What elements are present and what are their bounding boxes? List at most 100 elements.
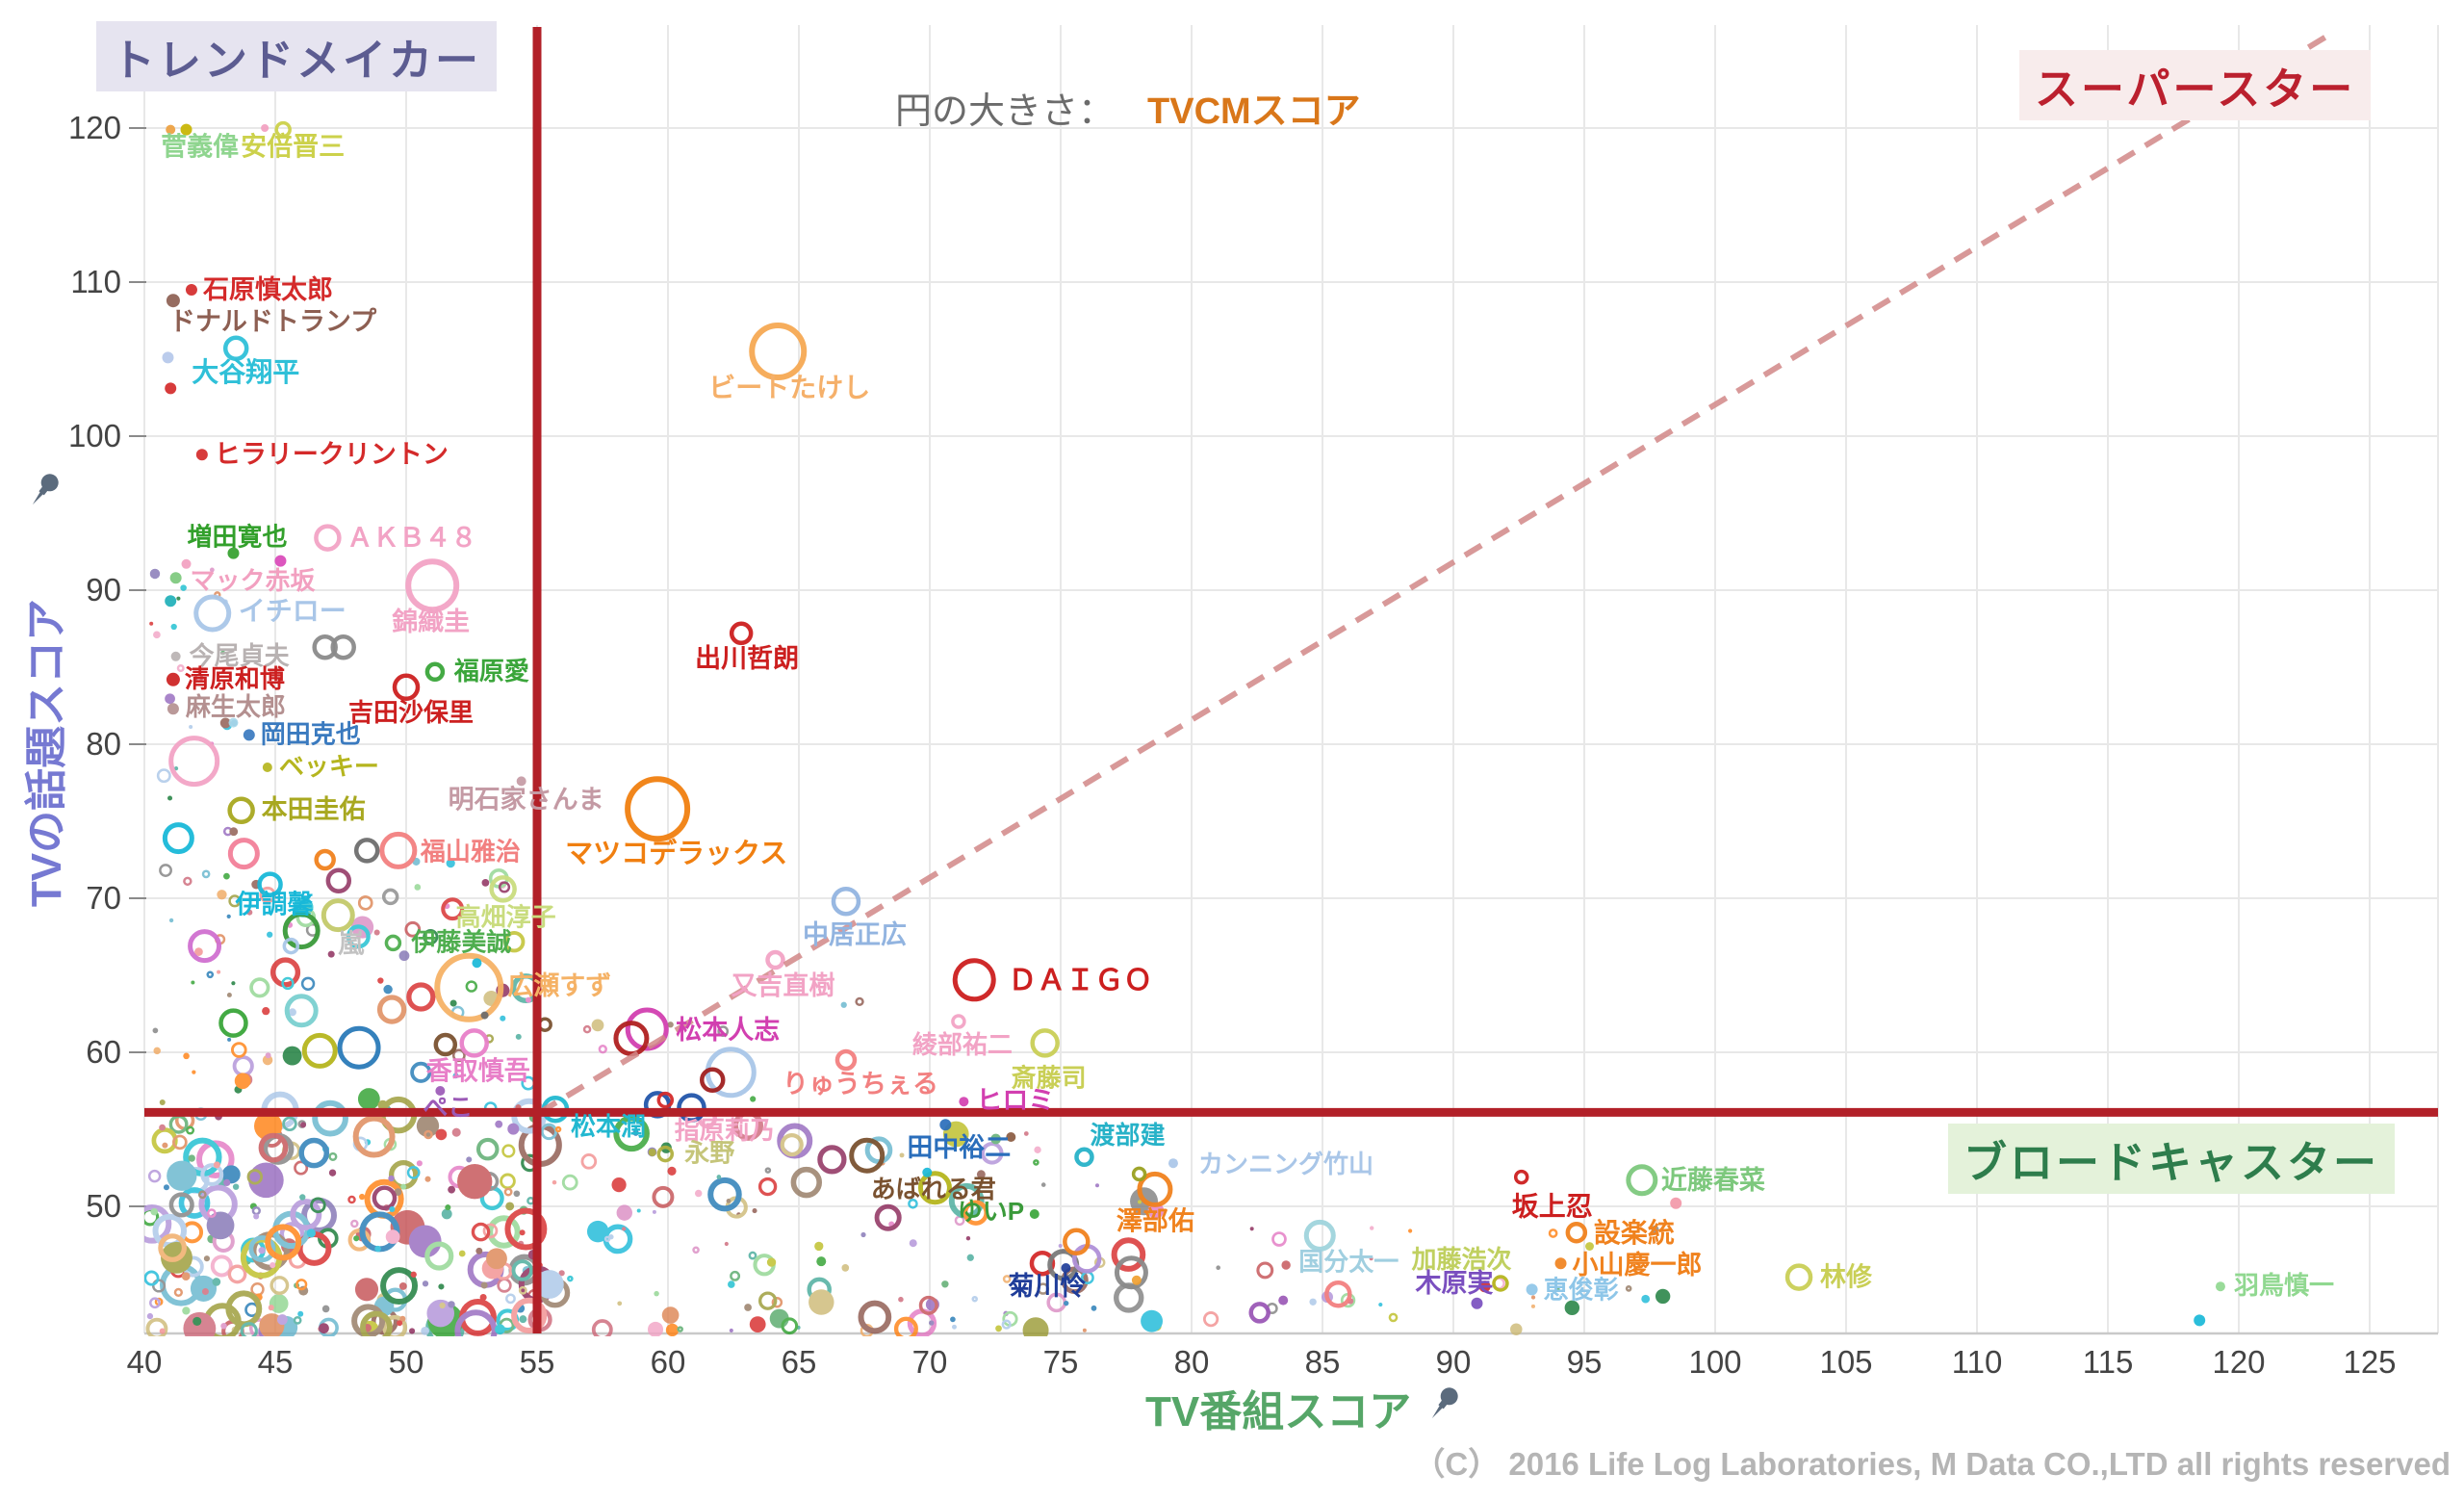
- data-point[interactable]: [167, 703, 179, 715]
- data-point[interactable]: [227, 547, 240, 559]
- data-point[interactable]: [243, 729, 255, 741]
- data-point[interactable]: [1554, 1257, 1567, 1270]
- background-bubble: [1655, 1288, 1671, 1305]
- data-point[interactable]: [939, 1119, 952, 1131]
- data-point[interactable]: [1061, 1263, 1071, 1273]
- data-point[interactable]: [1526, 1283, 1538, 1296]
- background-bubble: [724, 1241, 729, 1247]
- background-bubble: [414, 884, 422, 891]
- data-point[interactable]: [195, 449, 208, 461]
- data-point[interactable]: [384, 934, 402, 952]
- data-point-label: 安倍晋三: [241, 132, 345, 162]
- data-point[interactable]: [656, 1145, 675, 1163]
- background-bubble: [183, 1311, 217, 1336]
- background-bubble: [159, 864, 172, 877]
- data-point[interactable]: [1784, 1263, 1813, 1291]
- data-point[interactable]: [434, 952, 504, 1022]
- data-point[interactable]: [765, 949, 785, 970]
- data-point[interactable]: [849, 1137, 886, 1174]
- data-point[interactable]: [834, 1048, 858, 1072]
- data-point[interactable]: [405, 558, 460, 613]
- data-point[interactable]: [170, 651, 181, 661]
- background-bubble: [193, 673, 204, 683]
- background-bubble: [288, 1008, 296, 1017]
- background-bubble: [165, 693, 175, 705]
- data-point[interactable]: [516, 776, 526, 787]
- background-bubble: [1202, 1311, 1219, 1328]
- data-point[interactable]: [435, 1086, 446, 1096]
- data-point[interactable]: [1565, 1221, 1588, 1244]
- background-bubble: [217, 890, 227, 900]
- data-point[interactable]: [625, 1007, 669, 1051]
- data-point[interactable]: [227, 796, 255, 825]
- data-point[interactable]: [274, 120, 292, 139]
- data-point[interactable]: [1626, 1164, 1658, 1197]
- data-point[interactable]: [222, 335, 249, 362]
- data-point[interactable]: [1303, 1219, 1336, 1252]
- background-bubble: [346, 924, 371, 949]
- background-bubble: [167, 1160, 197, 1191]
- data-point[interactable]: [166, 124, 176, 135]
- background-bubble: [808, 1289, 834, 1315]
- background-bubble: [1058, 1243, 1063, 1248]
- data-point[interactable]: [392, 673, 421, 702]
- background-bubble: [146, 1312, 154, 1320]
- data-point-label: マック赤坂: [191, 566, 317, 595]
- data-point[interactable]: [459, 1028, 489, 1058]
- data-point[interactable]: [952, 958, 996, 1002]
- background-bubble: [276, 1314, 288, 1326]
- background-bubble: [173, 1287, 184, 1297]
- data-point-label: ぺこ: [423, 1093, 473, 1122]
- background-bubble: [519, 1229, 526, 1236]
- background-bubble: [377, 1099, 388, 1111]
- data-point[interactable]: [424, 661, 446, 683]
- data-point-label: 松本人志: [676, 1016, 780, 1045]
- background-bubble: [153, 631, 161, 639]
- background-bubble: [327, 950, 335, 958]
- data-point[interactable]: [314, 524, 342, 552]
- data-point[interactable]: [489, 875, 517, 903]
- data-point[interactable]: [1513, 1169, 1529, 1185]
- data-point[interactable]: [831, 886, 861, 917]
- data-point[interactable]: [1074, 1147, 1094, 1168]
- data-point[interactable]: [1471, 1297, 1483, 1309]
- data-point[interactable]: [321, 898, 355, 933]
- data-point[interactable]: [2215, 1281, 2225, 1292]
- data-point[interactable]: [959, 1097, 969, 1107]
- data-point[interactable]: [166, 672, 180, 686]
- data-point[interactable]: [185, 284, 197, 296]
- data-point[interactable]: [1030, 1028, 1060, 1058]
- data-point[interactable]: [262, 763, 272, 772]
- background-bubble: [1370, 1226, 1374, 1230]
- background-bubble: [1138, 1200, 1142, 1204]
- background-bubble: [790, 1166, 823, 1199]
- data-point[interactable]: [625, 776, 691, 842]
- background-bubble: [480, 1281, 488, 1289]
- data-point-label: 小山慶一郎: [1573, 1250, 1703, 1280]
- data-point[interactable]: [1029, 1209, 1040, 1219]
- data-point[interactable]: [379, 831, 418, 869]
- data-point[interactable]: [257, 871, 283, 897]
- data-point[interactable]: [1137, 1171, 1173, 1207]
- x-tick-label: 40: [127, 1344, 163, 1380]
- data-point[interactable]: [951, 1014, 966, 1029]
- data-point[interactable]: [166, 294, 180, 308]
- x-tick-label: 45: [258, 1344, 294, 1380]
- background-bubble: [406, 1166, 421, 1179]
- data-point[interactable]: [749, 323, 808, 380]
- background-bubble: [441, 1208, 452, 1220]
- data-point[interactable]: [1168, 1158, 1178, 1169]
- background-bubble: [448, 1301, 455, 1308]
- data-point[interactable]: [193, 594, 232, 633]
- data-points: [162, 120, 2225, 1327]
- background-bubble: [246, 909, 253, 916]
- data-point[interactable]: [729, 621, 754, 646]
- background-bubble: [408, 1225, 442, 1258]
- background-bubble: [764, 1167, 772, 1174]
- background-bubble: [423, 928, 439, 945]
- data-point: [480, 1011, 489, 1020]
- data-point[interactable]: [181, 558, 192, 569]
- background-bubble: [380, 1267, 419, 1306]
- background-bubble: [170, 623, 177, 631]
